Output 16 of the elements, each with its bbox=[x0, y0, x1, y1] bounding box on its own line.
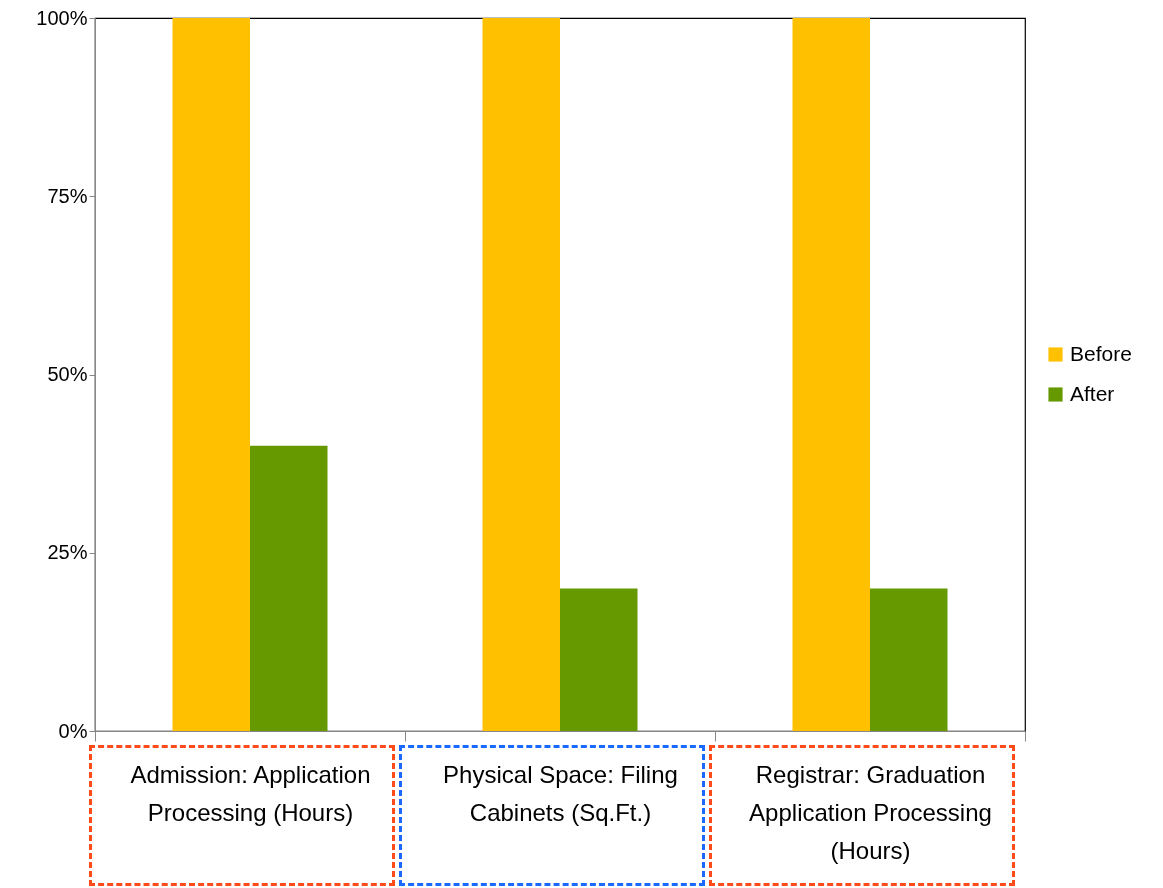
bar bbox=[482, 18, 560, 731]
y-tick-label: 100% bbox=[36, 6, 88, 29]
y-tick-label: 0% bbox=[58, 719, 88, 742]
x-tick-label: Registrar: Graduation Application Processing (Hours) bbox=[749, 760, 992, 864]
x-tick-label: Admission: Application Processing (Hours) bbox=[130, 760, 371, 826]
x-tick-label: Physical Space: Filing Cabinets (Sq.Ft.) bbox=[443, 760, 678, 826]
bar bbox=[870, 588, 948, 731]
legend-label: Before bbox=[1070, 341, 1132, 365]
legend-label: After bbox=[1070, 381, 1115, 405]
bar bbox=[172, 18, 250, 731]
bar bbox=[560, 588, 638, 731]
y-tick-label: 75% bbox=[47, 184, 88, 207]
bar bbox=[250, 445, 328, 731]
y-tick-label: 25% bbox=[47, 541, 88, 564]
bar bbox=[792, 18, 870, 731]
y-tick-label: 50% bbox=[47, 363, 88, 385]
